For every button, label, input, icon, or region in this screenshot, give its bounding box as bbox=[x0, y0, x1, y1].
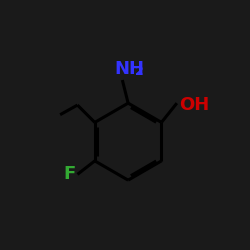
Text: NH: NH bbox=[115, 60, 145, 78]
Text: F: F bbox=[63, 166, 76, 184]
Text: OH: OH bbox=[179, 96, 209, 114]
Text: 2: 2 bbox=[135, 65, 143, 78]
